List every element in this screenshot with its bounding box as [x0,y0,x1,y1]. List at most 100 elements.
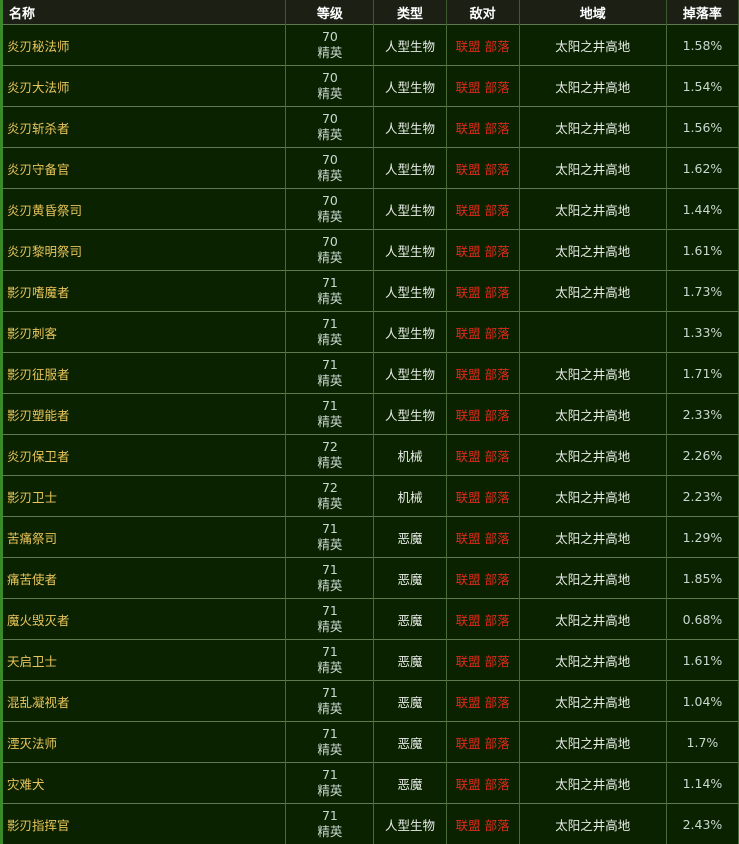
hostile-cell: 联盟 部落 [446,394,519,435]
hostile-cell: 联盟 部落 [446,517,519,558]
region-cell: 太阳之井高地 [519,189,666,230]
hostile-cell: 联盟 部落 [446,763,519,804]
region-cell: 太阳之井高地 [519,66,666,107]
type-cell: 恶魔 [374,640,446,681]
npc-name-link[interactable]: 炎刃黄昏祭司 [2,189,286,230]
type-cell: 恶魔 [374,517,446,558]
npc-name-link[interactable]: 痛苦使者 [2,558,286,599]
region-cell: 太阳之井高地 [519,476,666,517]
npc-name-link[interactable]: 天启卫士 [2,640,286,681]
npc-name-link[interactable]: 炎刃秘法师 [2,25,286,66]
type-cell: 人型生物 [374,394,446,435]
header-region[interactable]: 地域 [519,0,666,25]
header-hostile[interactable]: 敌对 [446,0,519,25]
hostile-cell: 联盟 部落 [446,435,519,476]
type-cell: 人型生物 [374,25,446,66]
region-cell: 太阳之井高地 [519,681,666,722]
level-value: 71 [322,808,338,823]
rank-value: 精英 [317,660,342,675]
npc-name-link[interactable]: 影刃刺客 [2,312,286,353]
header-drop-rate[interactable]: 掉落率 [666,0,738,25]
rank-value: 精英 [317,537,342,552]
npc-name-link[interactable]: 混乱凝视者 [2,681,286,722]
level-value: 70 [322,111,338,126]
region-cell: 太阳之井高地 [519,558,666,599]
hostile-cell: 联盟 部落 [446,558,519,599]
npc-name-link[interactable]: 苦痛祭司 [2,517,286,558]
npc-name-link[interactable]: 炎刃黎明祭司 [2,230,286,271]
npc-name-link[interactable]: 炎刃斩杀者 [2,107,286,148]
type-cell: 人型生物 [374,353,446,394]
drop-rate-cell: 0.68% [666,599,738,640]
rank-value: 精英 [317,824,342,839]
npc-name-link[interactable]: 影刃指挥官 [2,804,286,844]
level-value: 72 [322,439,338,454]
npc-name-link[interactable]: 湮灭法师 [2,722,286,763]
drop-rate-cell: 1.61% [666,640,738,681]
npc-name-link[interactable]: 灾难犬 [2,763,286,804]
npc-name-link[interactable]: 影刃塑能者 [2,394,286,435]
hostile-cell: 联盟 部落 [446,66,519,107]
rank-value: 精英 [317,578,342,593]
rank-value: 精英 [317,496,342,511]
npc-name-link[interactable]: 炎刃大法师 [2,66,286,107]
header-level[interactable]: 等级 [286,0,374,25]
header-name[interactable]: 名称 [2,0,286,25]
level-value: 71 [322,685,338,700]
drop-rate-cell: 2.33% [666,394,738,435]
region-cell: 太阳之井高地 [519,230,666,271]
region-cell: 太阳之井高地 [519,763,666,804]
npc-name-link[interactable]: 炎刃守备官 [2,148,286,189]
level-value: 71 [322,767,338,782]
hostile-cell: 联盟 部落 [446,148,519,189]
region-cell: 太阳之井高地 [519,353,666,394]
level-value: 71 [322,644,338,659]
type-cell: 恶魔 [374,681,446,722]
type-cell: 人型生物 [374,230,446,271]
drop-rate-cell: 1.33% [666,312,738,353]
level-value: 70 [322,70,338,85]
hostile-cell: 联盟 部落 [446,107,519,148]
type-cell: 恶魔 [374,599,446,640]
npc-name-link[interactable]: 炎刃保卫者 [2,435,286,476]
hostile-cell: 联盟 部落 [446,681,519,722]
hostile-cell: 联盟 部落 [446,271,519,312]
type-cell: 人型生物 [374,107,446,148]
hostile-cell: 联盟 部落 [446,804,519,844]
drop-rate-cell: 1.04% [666,681,738,722]
npc-name-link[interactable]: 影刃征服者 [2,353,286,394]
header-type[interactable]: 类型 [374,0,446,25]
hostile-cell: 联盟 部落 [446,25,519,66]
type-cell: 恶魔 [374,558,446,599]
rank-value: 精英 [317,701,342,716]
rank-value: 精英 [317,127,342,142]
rank-value: 精英 [317,291,342,306]
drop-rate-cell: 1.54% [666,66,738,107]
hostile-cell: 联盟 部落 [446,230,519,271]
rank-value: 精英 [317,455,342,470]
npc-name-link[interactable]: 魔火毁灭者 [2,599,286,640]
npc-name-link[interactable]: 影刃嗜魔者 [2,271,286,312]
rank-value: 精英 [317,168,342,183]
region-cell: 太阳之井高地 [519,394,666,435]
type-cell: 人型生物 [374,271,446,312]
npc-name-link[interactable]: 影刃卫士 [2,476,286,517]
drop-rate-cell: 1.29% [666,517,738,558]
